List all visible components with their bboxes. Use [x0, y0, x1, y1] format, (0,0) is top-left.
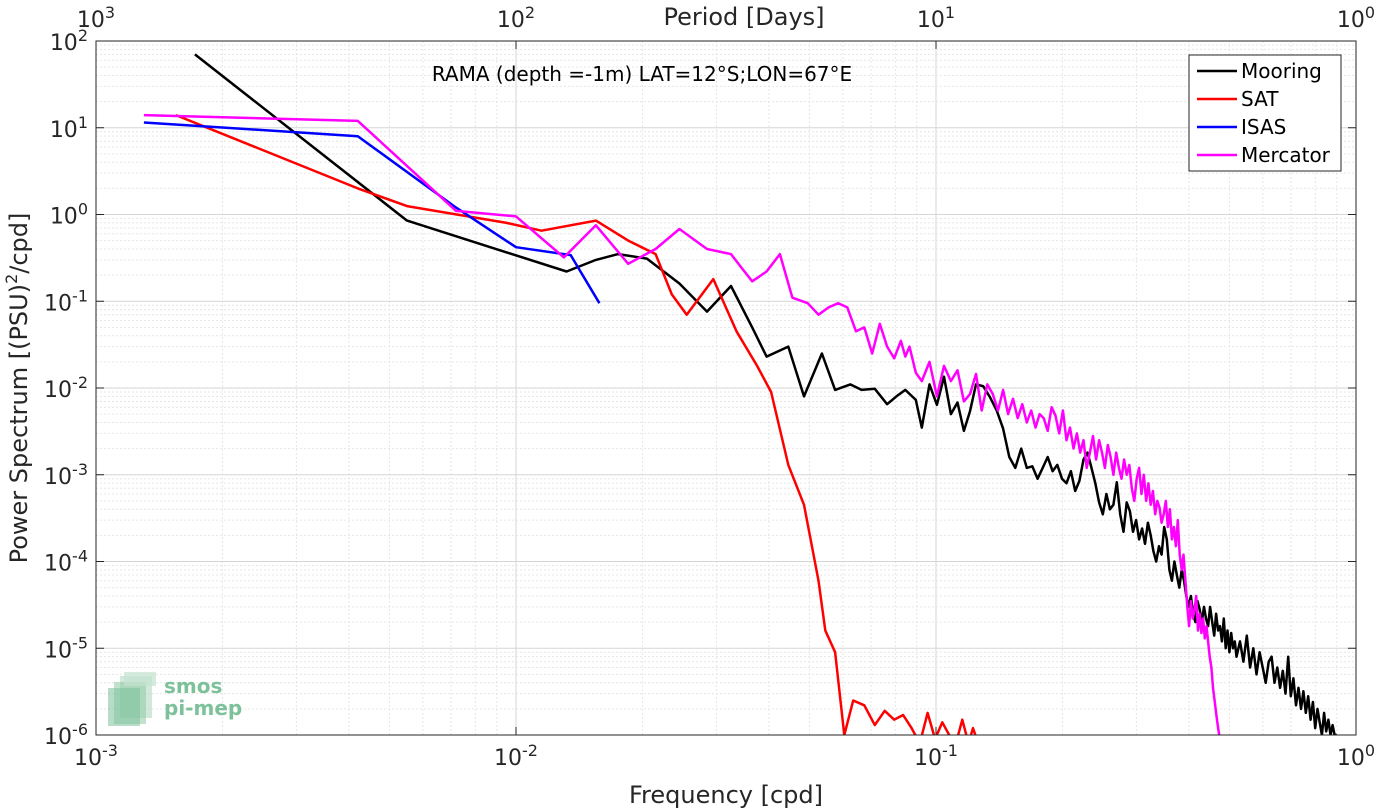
top-tick-label-exponent: 1 [945, 3, 955, 22]
smos-pi-mep-logo: smos pi-mep [108, 672, 242, 726]
y-tick-label-exponent: 1 [78, 113, 88, 132]
y-tick-label: 10-4 [44, 547, 88, 577]
y-tick-label-base: 10 [50, 205, 78, 230]
y-tick-label-exponent: -1 [72, 286, 88, 305]
logo-text-pi-mep: pi-mep [164, 696, 242, 720]
y-tick-label-base: 10 [44, 378, 72, 403]
legend-label-mooring: Mooring [1241, 59, 1322, 83]
x-tick-label-base: 10 [1337, 746, 1365, 771]
x-tick-label: 10-1 [914, 741, 958, 771]
x-tick-label: 100 [1337, 741, 1375, 771]
legend-label-isas: ISAS [1241, 115, 1286, 139]
y-tick-label-exponent: -5 [72, 633, 88, 652]
legend-box [1188, 54, 1342, 172]
top-tick-label: 103 [77, 3, 115, 33]
top-tick-label-exponent: 2 [525, 3, 535, 22]
y-tick-label-exponent: -6 [72, 720, 88, 739]
x-axis-label: Frequency [cpd] [629, 781, 823, 809]
top-tick-label: 100 [1337, 3, 1375, 33]
grid [96, 41, 1356, 735]
top-tick-label-base: 10 [497, 8, 525, 33]
x-tick-label-exponent: -1 [942, 741, 958, 760]
top-axis-label: Period [Days] [663, 3, 824, 31]
top-tick-label-base: 10 [917, 8, 945, 33]
top-tick-label-base: 10 [77, 8, 105, 33]
y-tick-label-exponent: 2 [78, 26, 88, 45]
x-tick-label-base: 10 [74, 746, 102, 771]
chart-title: RAMA (depth =-1m) LAT=12°S;LON=67°E [432, 62, 852, 86]
x-tick-label-exponent: -2 [522, 741, 538, 760]
top-tick-label-exponent: 0 [1365, 3, 1375, 22]
legend-label-sat: SAT [1241, 87, 1279, 111]
top-tick-label-exponent: 3 [105, 3, 115, 22]
legend: Mooring SAT ISAS Mercator [1188, 54, 1342, 172]
y-tick-label: 100 [50, 200, 88, 230]
series-line-mercator [143, 113, 1221, 735]
top-tick-label: 102 [497, 3, 535, 33]
series-group [143, 53, 1337, 735]
series-line-sat [175, 113, 977, 735]
logo-text-smos: smos [164, 674, 222, 698]
y-tick-label: 102 [50, 26, 88, 56]
y-axis-label-tail: /cpd] [5, 213, 33, 274]
y-tick-label: 10-5 [44, 633, 88, 663]
y-tick-label-base: 10 [44, 552, 72, 577]
x-tick-label-base: 10 [914, 746, 942, 771]
y-tick-label: 10-6 [44, 720, 88, 750]
legend-label-mercator: Mercator [1241, 143, 1331, 167]
x-tick-label: 10-2 [494, 741, 538, 771]
x-tick-label-exponent: 0 [1365, 741, 1375, 760]
series-line-isas [143, 121, 601, 304]
y-tick-label-base: 10 [44, 725, 72, 750]
y-tick-label: 10-2 [44, 373, 88, 403]
y-tick-label-exponent: 0 [78, 200, 88, 219]
y-axis-label: Power Spectrum [(PSU)2/cpd] [2, 213, 33, 564]
x-tick-label: 10-3 [74, 741, 118, 771]
x-tick-label-exponent: -3 [102, 741, 118, 760]
x-tick-label-base: 10 [494, 746, 522, 771]
y-tick-label-base: 10 [44, 465, 72, 490]
y-axis-label-superscript: 2 [2, 274, 21, 284]
top-tick-label: 101 [917, 3, 955, 33]
y-tick-label-exponent: -2 [72, 373, 88, 392]
y-tick-label: 10-3 [44, 460, 88, 490]
y-tick-label-exponent: -3 [72, 460, 88, 479]
y-tick-label-base: 10 [50, 31, 78, 56]
y-tick-label-base: 10 [50, 118, 78, 143]
logo-mark [108, 672, 156, 726]
y-tick-label-base: 10 [44, 638, 72, 663]
y-tick-label-exponent: -4 [72, 547, 88, 566]
series-line-mooring [194, 53, 1337, 735]
top-tick-label-base: 10 [1337, 8, 1365, 33]
y-axis-label-main: Power Spectrum [(PSU) [5, 284, 33, 563]
y-tick-label: 101 [50, 113, 88, 143]
y-tick-label: 10-1 [44, 286, 88, 316]
y-tick-label-base: 10 [44, 291, 72, 316]
